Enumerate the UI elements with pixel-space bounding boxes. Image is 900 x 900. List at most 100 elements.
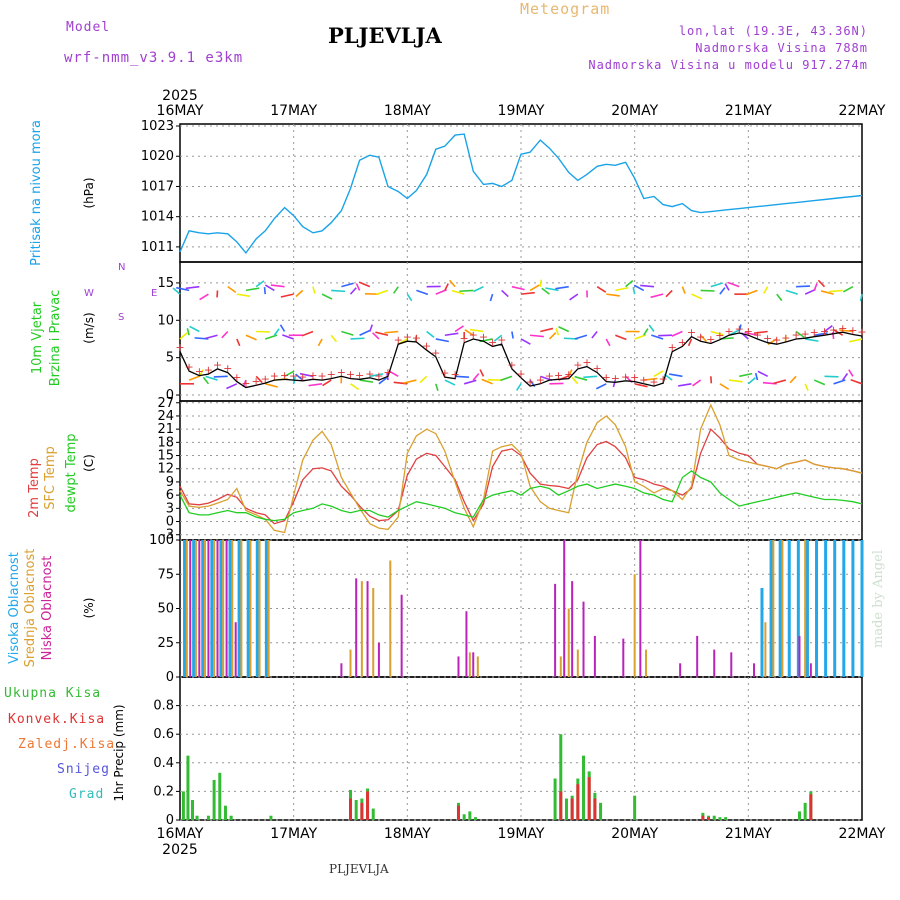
wind-arrow (265, 334, 278, 340)
wind-arrow (317, 338, 323, 347)
wind-arrow (633, 284, 645, 292)
wind-arrow (540, 327, 554, 333)
wind-arrow (813, 283, 818, 291)
wind-arrow (199, 293, 209, 301)
y-tick-label: 25 (157, 636, 174, 651)
precip-bar (701, 815, 705, 820)
wind-arrow (221, 330, 229, 339)
y-tick-label: 24 (157, 409, 174, 424)
wind-obs-marker: + (668, 341, 677, 354)
wind-arrow (255, 280, 265, 288)
wind-obs-marker: + (516, 367, 525, 380)
wind-obs-marker: + (327, 368, 336, 381)
wind-arrow (805, 338, 819, 342)
wind-arrow (520, 338, 531, 345)
wind-arrow (426, 330, 435, 339)
wind-obs-marker: + (838, 322, 847, 335)
x-day-label-bottom: 21MAY (725, 826, 772, 842)
wind-arrow (176, 286, 190, 292)
pressure-line (179, 133, 863, 255)
wind-obs-marker: + (602, 371, 611, 384)
meteogram-title: Meteogram (520, 0, 611, 18)
precip-bar (809, 794, 813, 820)
precip-bar (564, 798, 568, 820)
wind-obs-marker: + (820, 325, 829, 338)
wind-arrow (692, 379, 702, 387)
wind-arrow (727, 281, 740, 288)
wind-arrow (341, 330, 354, 336)
y-tick-label: 15 (157, 276, 174, 291)
wind-arrow (820, 290, 834, 295)
y-tick-label: -3 (161, 528, 174, 543)
wind-arrow (541, 287, 550, 295)
precip-bar (195, 815, 199, 820)
wind-obs-marker: + (204, 364, 213, 377)
wind-arrow (473, 285, 484, 293)
wind-obs-marker: + (289, 370, 298, 383)
station-title: PLJEVLJA (328, 23, 442, 48)
wind-arrow (282, 334, 294, 340)
wind-arrow (185, 285, 200, 290)
wind-arrow (511, 285, 525, 291)
wind-arrow (341, 282, 354, 288)
wind-arrow (469, 328, 484, 333)
wind-obs-marker: + (232, 371, 241, 384)
y-tick-label: 0.6 (153, 727, 174, 742)
wind-arrow (817, 279, 826, 288)
x-day-label-top: 19MAY (498, 103, 545, 119)
wind-arrow (299, 372, 314, 378)
wind-obs-marker: + (611, 372, 620, 385)
wind-arrow (312, 286, 316, 294)
y-tick-label: 50 (157, 602, 174, 617)
wind-arrow (634, 334, 647, 340)
wind-arrow (511, 331, 514, 339)
wind-arrow (273, 328, 280, 336)
wind-arrow (569, 293, 579, 301)
wind-arrow (650, 293, 664, 299)
precip-bar (229, 815, 233, 820)
wind-arrow (369, 373, 384, 378)
wind-arrow (849, 338, 863, 343)
panel-frame-0 (179, 123, 863, 263)
wind-obs-marker: + (810, 326, 819, 339)
compass-n: N (118, 262, 126, 273)
wind-arrow (710, 330, 724, 336)
wind-arrow (724, 283, 730, 291)
wind-arrow (172, 287, 181, 295)
wind-arrow (671, 330, 683, 337)
wind-arrow (719, 383, 730, 390)
x-day-label-bottom: 18MAY (384, 826, 431, 842)
wind-arrow (481, 378, 493, 385)
wind-arrow (459, 289, 474, 293)
precip-bar (724, 817, 728, 820)
precip-bar (570, 798, 574, 820)
wind-speed-line (179, 331, 863, 389)
wind-arrow (226, 383, 238, 390)
wind-obs-marker: + (422, 340, 431, 353)
wind-arrow (651, 334, 664, 340)
precip-bar (223, 805, 227, 820)
wind-arrow (824, 325, 833, 333)
wind-obs-marker: + (678, 336, 687, 349)
precip-bar (218, 772, 222, 820)
wind-obs-marker: + (554, 369, 563, 382)
x-day-label-top: 21MAY (725, 103, 772, 119)
wind-arrow (653, 370, 664, 378)
legend-zaledj: Zaledj.Kisa (18, 737, 116, 752)
wind-arrow (763, 286, 769, 294)
wind-arrow (451, 289, 465, 295)
y-tick-label: 3 (166, 501, 174, 516)
wind-arrow (489, 293, 494, 302)
wind-arrow (350, 383, 360, 391)
precip-bar (712, 815, 716, 820)
wind-arrow (406, 293, 413, 302)
wind-obs-marker: + (346, 368, 355, 381)
precip-bar (718, 817, 722, 820)
wind-arrow (665, 289, 673, 298)
wind-arrow (738, 324, 742, 332)
wind-arrow (416, 289, 429, 296)
wind-arrow (245, 334, 257, 341)
y-tick-label: 0 (166, 515, 174, 530)
y-tick-label: 9 (166, 475, 174, 490)
